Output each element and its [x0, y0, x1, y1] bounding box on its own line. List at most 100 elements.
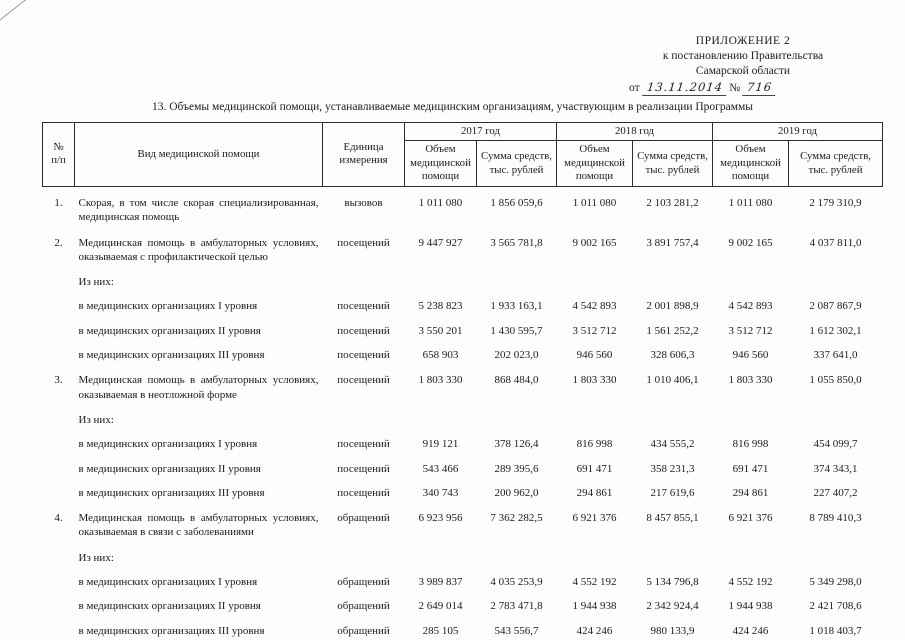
service-name: в медицинских организациях II уровня — [78, 462, 261, 475]
service-name: в медицинских организациях III уровня — [78, 486, 265, 499]
row-number — [43, 316, 75, 340]
value-cell — [633, 404, 713, 429]
value-cell: 1 933 163,1 — [490, 300, 543, 313]
appendix-line2: к постановлению Правительства — [662, 49, 824, 62]
value-cell: 1 018 403,7 — [809, 624, 862, 637]
table-row: в медицинских организациях I уровня посещ… — [43, 429, 883, 453]
unit-cell — [323, 404, 405, 429]
table-row: 1. Скорая, в том числе скорая специализир… — [43, 186, 883, 226]
col-header-sum-2017: Сумма средств, тыс. рублей — [475, 140, 558, 187]
value-cell: 289 395,6 — [494, 462, 539, 475]
value-cell: 434 555,2 — [650, 438, 695, 451]
row-number — [43, 616, 75, 640]
value-cell: 5 238 823 — [418, 300, 463, 313]
col-header-year-2017: 2017 год — [403, 121, 558, 142]
row-number — [43, 567, 75, 591]
row-number — [43, 266, 75, 291]
value-cell: 2 179 310,9 — [809, 196, 862, 209]
value-cell: 6 921 376 — [728, 512, 773, 525]
value-cell — [713, 404, 789, 429]
value-cell: 294 861 — [576, 486, 613, 499]
value-cell: 4 552 192 — [572, 575, 617, 588]
table-row: 2. Медицинская помощь в амбулаторных усло… — [43, 227, 883, 267]
value-cell: 285 105 — [422, 624, 459, 637]
value-cell: 3 989 837 — [418, 575, 463, 588]
table-row: в медицинских организациях III уровня пос… — [43, 340, 883, 364]
handwritten-number: 716 — [742, 79, 777, 96]
number-sign: № — [729, 81, 741, 94]
value-cell: 7 362 282,5 — [490, 512, 543, 525]
value-cell: 200 962,0 — [494, 486, 539, 499]
appendix-block: ПРИЛОЖЕНИЕ 2 к постановлению Правительст… — [623, 34, 863, 96]
value-cell: 8 457 855,1 — [646, 512, 699, 525]
table-row: Из них: — [43, 542, 883, 567]
appendix-line3: Самарской области — [695, 64, 791, 77]
value-cell: 2 342 924,4 — [646, 600, 699, 613]
value-cell: 328 606,3 — [650, 349, 695, 362]
value-cell: 1 011 080 — [728, 196, 773, 209]
value-cell: 543 466 — [422, 462, 459, 475]
value-cell: 378 126,4 — [494, 438, 539, 451]
service-name: Из них: — [78, 413, 114, 426]
value-cell: 340 743 — [422, 486, 459, 499]
col-header-type: Вид медицинской помощи — [74, 122, 323, 187]
table-header: № п/п Вид медицинской помощи Единица изм… — [42, 121, 884, 187]
value-cell: 4 035 253,9 — [490, 575, 543, 588]
value-cell: 202 023,0 — [494, 349, 539, 362]
value-cell: 9 002 165 — [572, 236, 617, 249]
value-cell: 424 246 — [732, 624, 769, 637]
unit-cell: посещений — [337, 438, 390, 451]
value-cell — [789, 266, 883, 291]
unit-cell: обращений — [337, 600, 390, 613]
value-cell: 1 944 938 — [728, 600, 773, 613]
value-cell: 1 612 302,1 — [809, 324, 862, 337]
value-cell — [405, 404, 477, 429]
volumes-table: № п/п Вид медицинской помощи Единица изм… — [42, 121, 884, 640]
unit-cell: вызовов — [344, 196, 383, 209]
unit-cell: посещений — [337, 300, 390, 313]
col-header-num: № п/п — [42, 122, 75, 187]
unit-cell: обращений — [337, 624, 390, 637]
value-cell: 691 471 — [732, 462, 769, 475]
row-number — [43, 340, 75, 364]
value-cell: 1 803 330 — [572, 374, 617, 387]
value-cell: 4 542 893 — [728, 300, 773, 313]
value-cell: 6 921 376 — [572, 512, 617, 525]
col-header-year-2018: 2018 год — [556, 121, 714, 142]
table-row: в медицинских организациях III уровня обр… — [43, 616, 883, 640]
value-cell: 337 641,0 — [813, 349, 858, 362]
value-cell: 1 561 252,2 — [646, 324, 699, 337]
row-number: 2. — [54, 236, 63, 249]
value-cell: 691 471 — [576, 462, 613, 475]
service-name: Медицинская помощь в амбулаторных услови… — [78, 236, 319, 263]
value-cell: 2 001 898,9 — [646, 300, 699, 313]
col-header-unit: Единица измерения — [322, 122, 405, 187]
service-name: Медицинская помощь в амбулаторных услови… — [78, 374, 319, 401]
unit-cell: обращений — [337, 575, 390, 588]
value-cell: 3 550 201 — [418, 324, 463, 337]
unit-cell: посещений — [337, 486, 390, 499]
handwritten-date: 13.11.2014 — [641, 79, 728, 96]
value-cell: 424 246 — [576, 624, 613, 637]
row-number — [43, 542, 75, 567]
table-row: 4. Медицинская помощь в амбулаторных усло… — [43, 502, 883, 542]
value-cell — [633, 266, 713, 291]
value-cell — [477, 404, 557, 429]
service-name: в медицинских организациях II уровня — [78, 600, 261, 613]
value-cell: 3 891 757,4 — [646, 236, 699, 249]
value-cell: 8 789 410,3 — [809, 512, 862, 525]
table-row: в медицинских организациях II уровня посе… — [43, 454, 883, 478]
row-number: 3. — [54, 374, 63, 387]
value-cell: 358 231,3 — [650, 462, 695, 475]
value-cell: 294 861 — [732, 486, 769, 499]
col-header-sum-2018: Сумма средств, тыс. рублей — [632, 140, 714, 187]
table-row: 3. Медицинская помощь в амбулаторных усло… — [43, 364, 883, 404]
value-cell — [713, 266, 789, 291]
service-name: Скорая, в том числе скорая специализиров… — [78, 196, 319, 224]
col-header-sum-2019: Сумма средств, тыс. рублей — [788, 140, 884, 187]
value-cell: 919 121 — [422, 438, 459, 451]
value-cell: 946 560 — [576, 349, 613, 362]
value-cell: 3 565 781,8 — [490, 236, 543, 249]
value-cell: 1 011 080 — [572, 196, 617, 209]
